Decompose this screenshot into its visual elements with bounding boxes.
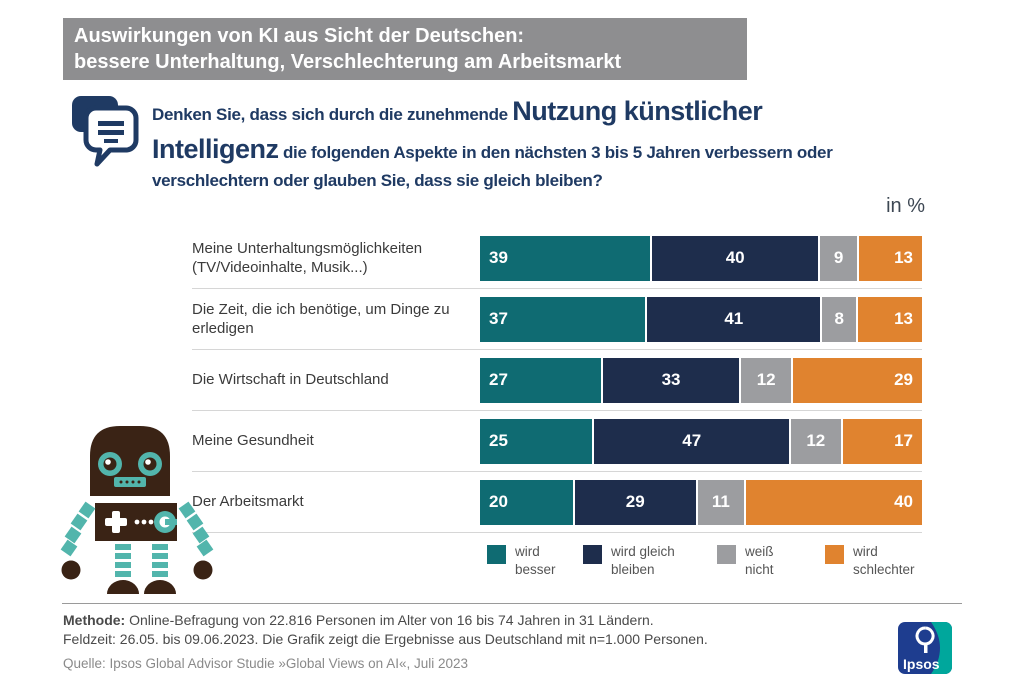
chart-legend: wird besser wird gleich bleiben weiß nicht wir… [487, 543, 927, 587]
bar-segment: 13 [859, 235, 922, 281]
question-section: Denken Sie, dass sich durch die zunehmen… [64, 92, 884, 193]
chart-row: Meine Unterhaltungsmöglichkeiten (TV/Vid… [192, 228, 922, 289]
bar-segment: 11 [697, 479, 744, 525]
bar-value: 13 [894, 248, 913, 267]
bar-value: 12 [756, 370, 776, 389]
chart-row: Der Arbeitsmarkt 20 29 11 40 [192, 472, 922, 533]
stacked-bar: 37 41 8 13 [480, 296, 922, 342]
bar-value: 20 [489, 492, 508, 511]
methode-text: Methode: Online-Befragung von 22.816 Per… [63, 611, 708, 649]
bar-segment: 12 [790, 418, 841, 464]
legend-label: wird schlechter [853, 544, 915, 577]
bar-value: 40 [894, 492, 913, 511]
legend-item: wird gleich bleiben [583, 543, 675, 578]
footer-divider [62, 603, 962, 604]
bar-segment: 29 [792, 357, 922, 403]
bar-segment: 8 [822, 296, 857, 342]
methode-rest: Online-Befragung von 22.816 Personen im … [129, 612, 654, 628]
legend-swatch [825, 545, 844, 564]
bar-value: 17 [894, 431, 913, 450]
bar-segment: 39 [480, 235, 651, 281]
legend-item: wird schlechter [825, 543, 915, 578]
robot-illustration [60, 426, 214, 594]
bar-segment: 41 [647, 296, 821, 342]
bar-value: 29 [894, 370, 913, 389]
chart-row: Meine Gesundheit 25 47 12 17 [192, 411, 922, 472]
bar-value: 29 [625, 492, 645, 511]
category-label: Die Wirtschaft in Deutschland [192, 371, 389, 389]
bar-value: 8 [834, 309, 844, 328]
bar-segment: 33 [602, 357, 740, 403]
bar-value: 11 [711, 492, 730, 511]
bar-segment: 37 [480, 296, 646, 342]
bar-segment: 29 [574, 479, 696, 525]
stacked-bar: 25 47 12 17 [480, 418, 922, 464]
legend-label: wird gleich bleiben [611, 544, 675, 577]
unit-label: in % [886, 195, 925, 217]
ipsos-logo-text: Ipsos [903, 656, 940, 672]
legend-item: wird besser [487, 543, 556, 578]
feldzeit-line: Feldzeit: 26.05. bis 09.06.2023. Die Gra… [63, 630, 708, 647]
bar-value: 37 [489, 309, 508, 328]
question-part1: Denken Sie, dass sich durch die zunehmen… [152, 105, 513, 124]
question-part2: die folgenden Aspekte in den nächsten 3 … [152, 143, 833, 190]
category-label: Meine Unterhaltungsmöglichkeiten (TV/Vid… [192, 239, 423, 277]
bar-segment: 12 [741, 357, 791, 403]
legend-item: weiß nicht [717, 543, 774, 578]
question-emphasis: Nutzung künstlicher Intelligenz [152, 96, 763, 165]
legend-swatch [583, 545, 602, 564]
title-banner: Auswirkungen von KI aus Sicht der Deutsc… [63, 18, 747, 80]
bar-segment: 9 [819, 235, 858, 281]
bar-segment: 47 [594, 418, 789, 464]
legend-swatch [717, 545, 736, 564]
stacked-bar: 20 29 11 40 [480, 479, 922, 525]
bar-value: 25 [489, 431, 508, 450]
bar-value: 12 [806, 431, 826, 450]
category-label: Der Arbeitsmarkt [192, 493, 304, 511]
bar-segment: 13 [858, 296, 922, 342]
stacked-bar: 39 40 9 13 [480, 235, 922, 281]
bar-value: 41 [724, 309, 744, 328]
bar-value: 9 [833, 248, 844, 267]
source-text: Quelle: Ipsos Global Advisor Studie »Glo… [63, 656, 468, 671]
title-line2: bessere Unterhaltung, Verschlechterung a… [74, 51, 622, 73]
speech-bubbles-icon [72, 96, 139, 167]
bar-value: 33 [661, 370, 681, 389]
bar-segment: 20 [480, 479, 573, 525]
bar-segment: 17 [842, 418, 922, 464]
ipsos-logo: Ipsos [898, 622, 952, 674]
chart-row: Die Wirtschaft in Deutschland 27 33 12 29 [192, 350, 922, 411]
bar-segment: 40 [652, 235, 818, 281]
bar-segment: 40 [745, 479, 922, 525]
legend-label: wird besser [515, 544, 556, 577]
question-text: Denken Sie, dass sich durch die zunehmen… [152, 92, 894, 193]
bar-value: 39 [489, 248, 508, 267]
category-label: Die Zeit, die ich benötige, um Dinge zu … [192, 300, 450, 338]
category-label: Meine Gesundheit [192, 432, 314, 450]
chart-row: Die Zeit, die ich benötige, um Dinge zu … [192, 289, 922, 350]
bar-value: 40 [725, 248, 745, 267]
methode-label: Methode: [63, 612, 126, 628]
bar-value: 47 [682, 431, 702, 450]
bar-value: 27 [489, 370, 508, 389]
title-line1: Auswirkungen von KI aus Sicht der Deutsc… [74, 25, 525, 47]
legend-swatch [487, 545, 506, 564]
bar-segment: 27 [480, 357, 601, 403]
bar-segment: 25 [480, 418, 593, 464]
legend-label: weiß nicht [745, 544, 774, 577]
stacked-bar: 27 33 12 29 [480, 357, 922, 403]
bar-value: 13 [894, 309, 913, 328]
chart-rows: Meine Unterhaltungsmöglichkeiten (TV/Vid… [192, 228, 922, 533]
